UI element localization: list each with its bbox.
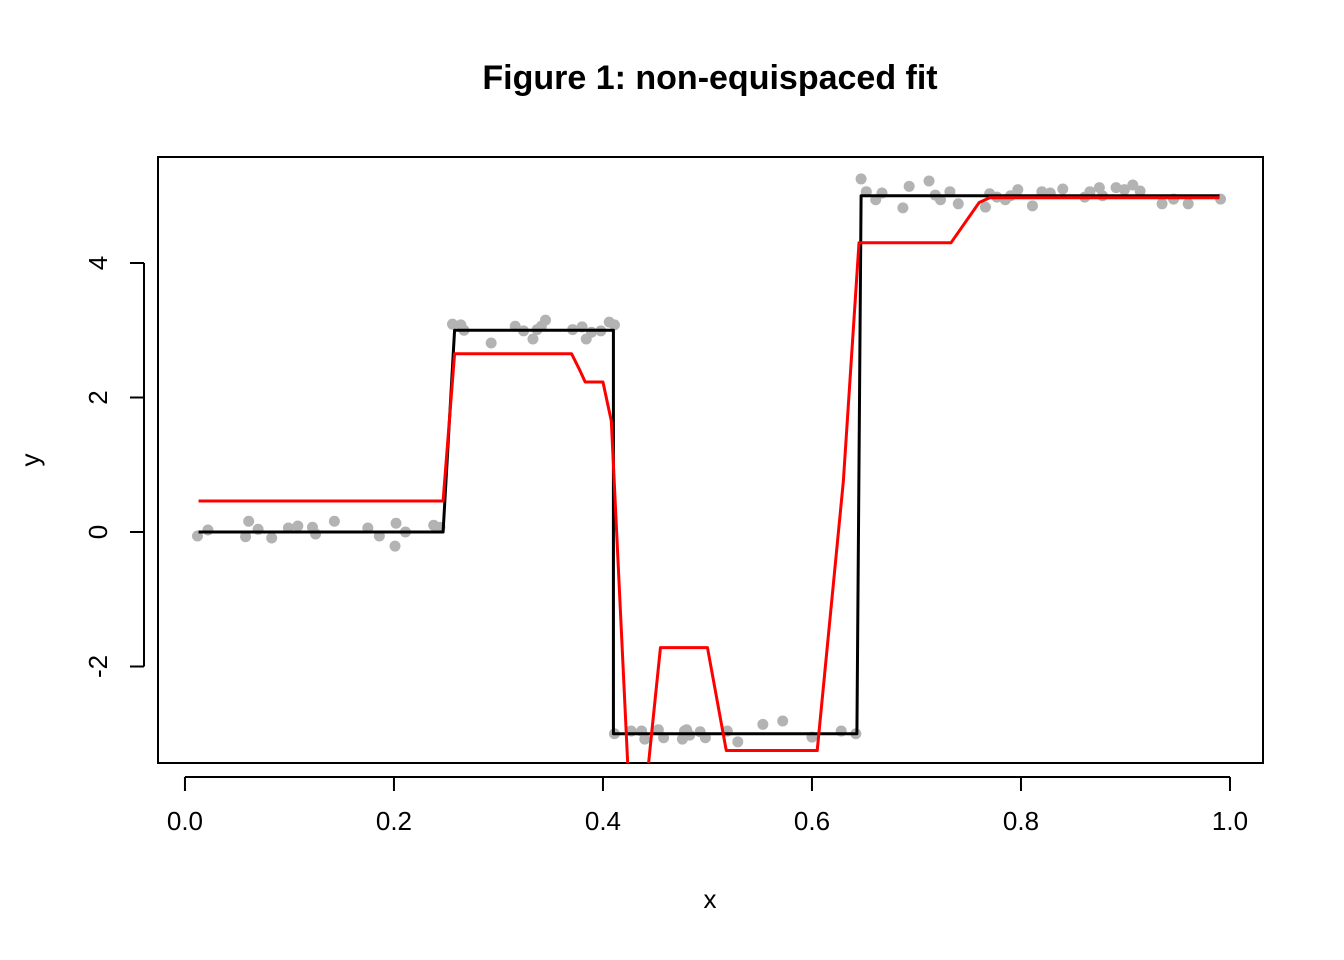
data-point (979, 201, 991, 213)
data-point (585, 326, 597, 338)
data-point (243, 515, 255, 527)
data-point (485, 337, 497, 349)
data-point (757, 718, 769, 730)
data-line (198, 194, 1220, 736)
data-point (1182, 198, 1194, 210)
data-point (777, 715, 789, 727)
x-axis-label: x (704, 884, 717, 914)
x-tick-label: 0.2 (376, 806, 412, 836)
y-tick-label: 4 (83, 256, 113, 270)
data-point (1057, 183, 1069, 195)
data-point (639, 733, 651, 745)
data-point (952, 198, 964, 210)
data-point (310, 528, 322, 540)
data-point (1012, 184, 1024, 196)
data-point (202, 524, 214, 536)
data-point (1127, 179, 1139, 191)
x-tick-label: 0.0 (167, 806, 203, 836)
data-point (1026, 200, 1038, 212)
y-tick-label: -2 (83, 655, 113, 678)
data-point (539, 314, 551, 326)
data-point (240, 531, 252, 543)
plot-frame (157, 156, 1264, 764)
data-point (903, 180, 915, 192)
data-point (292, 520, 304, 532)
data-line (198, 196, 1220, 763)
x-tick-label: 1.0 (1212, 806, 1248, 836)
x-tick-label: 0.8 (1003, 806, 1039, 836)
x-tick-label: 0.6 (794, 806, 830, 836)
data-point (1118, 184, 1130, 196)
y-axis-label: y (15, 454, 45, 467)
data-point (389, 540, 401, 552)
chart-title: Figure 1: non-equispaced fit (482, 59, 937, 97)
y-tick-label: 2 (83, 390, 113, 404)
y-tick-label: 0 (83, 525, 113, 539)
data-point (608, 319, 620, 331)
data-point (897, 202, 909, 214)
data-point (527, 333, 539, 345)
x-tick-label: 0.4 (585, 806, 621, 836)
data-point (390, 517, 402, 529)
data-point (923, 175, 935, 187)
data-point (1110, 182, 1122, 194)
plot-area (192, 173, 1227, 763)
data-point (328, 515, 340, 527)
data-point (855, 173, 867, 185)
data-point (266, 532, 278, 544)
data-point (732, 736, 744, 748)
data-point (446, 318, 458, 330)
data-point (1156, 198, 1168, 210)
data-point (1134, 185, 1146, 197)
